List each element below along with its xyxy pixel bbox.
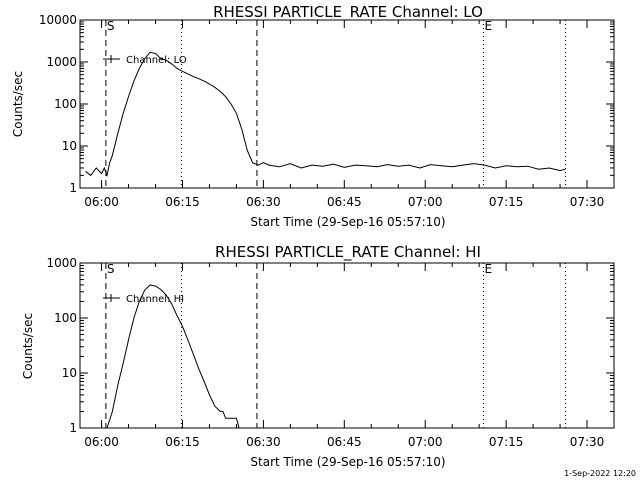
y-tick-label: 100 bbox=[54, 311, 77, 325]
panel-lo-x-axis-label: Start Time (29-Sep-16 05:57:10) bbox=[250, 215, 445, 229]
y-tick-label: 1 bbox=[69, 421, 77, 435]
time-marker-label: E bbox=[484, 19, 492, 33]
y-tick-label: 1000 bbox=[46, 55, 77, 69]
x-tick-label: 06:45 bbox=[327, 435, 362, 449]
y-tick-label: 10 bbox=[62, 139, 77, 153]
panel-hi-legend: Channel: HI bbox=[103, 294, 184, 305]
panel-hi-series bbox=[106, 284, 240, 429]
panel-lo-y-ticks: 1 10 100 1000 10000 bbox=[39, 13, 614, 195]
x-tick-label: 07:30 bbox=[570, 435, 605, 449]
panel-lo-x-ticks: 06:00 06:15 06:30 06:45 07:00 07:15 07:30 bbox=[84, 20, 615, 209]
panel-hi-legend-label: Channel: HI bbox=[126, 294, 184, 305]
panel-lo-title: RHESSI PARTICLE_RATE Channel: LO bbox=[213, 3, 483, 22]
panel-lo-y-axis-label: Counts/sec bbox=[11, 71, 25, 137]
series-line bbox=[85, 51, 566, 178]
x-tick-label: 07:15 bbox=[489, 435, 524, 449]
x-tick-label: 07:15 bbox=[489, 195, 524, 209]
generated-timestamp: 1-Sep-2022 12:20 bbox=[564, 469, 636, 478]
x-tick-label: 07:00 bbox=[408, 435, 443, 449]
panel-lo-legend-label: Channel: LO bbox=[126, 55, 187, 66]
x-tick-label: 06:30 bbox=[246, 435, 281, 449]
x-tick-label: 06:15 bbox=[165, 435, 200, 449]
x-tick-label: 07:00 bbox=[408, 195, 443, 209]
series-line bbox=[106, 284, 240, 429]
x-tick-label: 06:45 bbox=[327, 195, 362, 209]
x-tick-label: 06:15 bbox=[165, 195, 200, 209]
y-tick-label: 100 bbox=[54, 97, 77, 111]
x-tick-label: 06:00 bbox=[84, 435, 119, 449]
panel-hi-x-axis-label: Start Time (29-Sep-16 05:57:10) bbox=[250, 455, 445, 469]
x-tick-label: 06:00 bbox=[84, 195, 119, 209]
panel-hi-title: RHESSI PARTICLE_RATE Channel: HI bbox=[215, 243, 481, 262]
y-tick-label: 10 bbox=[62, 366, 77, 380]
time-marker-label: E bbox=[484, 262, 492, 276]
panel-hi-y-axis-label: Counts/sec bbox=[21, 313, 35, 379]
y-tick-label: 1 bbox=[69, 181, 77, 195]
time-marker-label: S bbox=[107, 262, 115, 276]
panel-lo-legend: Channel: LO bbox=[103, 55, 187, 66]
panel-lo-series bbox=[85, 51, 566, 178]
panel-hi-y-ticks: 1 10 100 1000 bbox=[46, 256, 614, 435]
x-tick-label: 07:30 bbox=[570, 195, 605, 209]
x-tick-label: 06:30 bbox=[246, 195, 281, 209]
y-tick-label: 1000 bbox=[46, 256, 77, 270]
panel-hi-plot-frame bbox=[79, 262, 615, 429]
y-tick-label: 10000 bbox=[39, 13, 77, 27]
panel-hi-x-ticks: 06:00 06:15 06:30 06:45 07:00 07:15 07:30 bbox=[84, 263, 615, 449]
time-marker-label: S bbox=[107, 19, 115, 33]
